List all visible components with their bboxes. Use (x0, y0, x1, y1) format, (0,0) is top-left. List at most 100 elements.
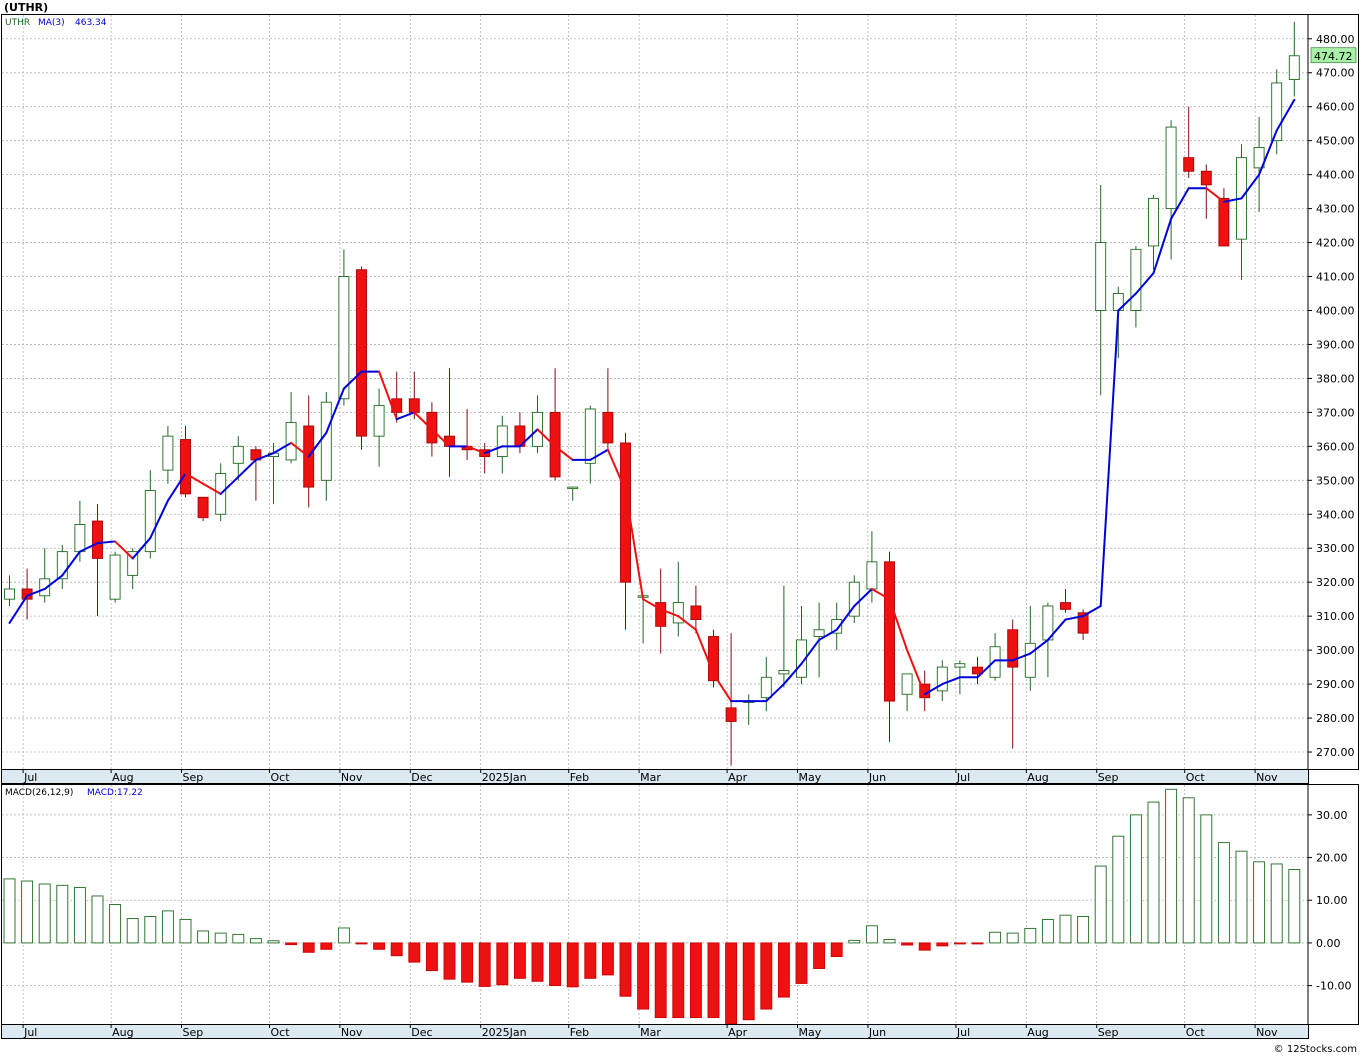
price-tick-label: 300.00 (1316, 644, 1355, 657)
macd-bar (989, 931, 1002, 944)
last-price-badge (1310, 47, 1357, 64)
candle-body (74, 524, 86, 553)
candle (285, 392, 297, 464)
macd-bar (1147, 801, 1160, 944)
macd-bar (531, 942, 544, 982)
macd-bar (496, 942, 509, 986)
ma-segment (26, 587, 46, 597)
macd-bar (637, 942, 650, 1010)
macd-bar (848, 939, 861, 944)
candle-body (92, 520, 103, 559)
candle (936, 660, 948, 702)
ma-segment (237, 458, 257, 478)
candle-body (1165, 126, 1177, 210)
candle (4, 575, 15, 606)
candle-body (901, 673, 913, 695)
macd-bar (285, 942, 298, 946)
price-panel (1, 14, 1359, 770)
price-tick-label: 350.00 (1316, 474, 1355, 487)
candle-body (285, 422, 297, 461)
ma-line (8, 98, 1296, 703)
macd-bar (337, 927, 350, 944)
ma-segment (430, 428, 451, 448)
macd-bar (619, 942, 632, 997)
ma-segment (835, 604, 856, 631)
candle-body (356, 269, 367, 437)
ma-segment (659, 608, 680, 618)
macd-bar (1112, 835, 1125, 944)
x-tick-label: Feb (570, 1026, 589, 1039)
candle-body (989, 646, 1001, 678)
ma-segment (202, 482, 222, 495)
candle (655, 568, 667, 654)
x-tick-label: Apr (728, 1026, 748, 1039)
ma-segment (818, 628, 838, 641)
candle (180, 425, 191, 498)
x-tick-label: Sep (183, 1026, 204, 1039)
ma-segment (1064, 615, 1085, 621)
candle (1130, 245, 1142, 328)
ma-segment (624, 489, 645, 601)
macd-bar (38, 883, 51, 944)
macd-bar (918, 942, 931, 951)
ma-segment (325, 387, 345, 434)
ma-segment (307, 431, 328, 458)
macd-tick-label: 20.00 (1316, 852, 1348, 865)
ma-segment (342, 370, 363, 390)
candle-body (831, 619, 843, 634)
price-tick-label: 460.00 (1316, 101, 1355, 114)
candle-body (162, 435, 174, 471)
candle-body (144, 490, 156, 553)
x-tick-label: Sep (183, 771, 204, 784)
candle (1148, 195, 1159, 270)
ma-segment (166, 472, 187, 502)
candle (760, 656, 772, 712)
x-tick-label: Jul (956, 1026, 970, 1039)
candle (584, 405, 596, 484)
x-tick-label: Jul (23, 771, 37, 784)
ma-segment (466, 445, 486, 455)
candle-body (1183, 157, 1195, 172)
macd-bar (1235, 850, 1248, 944)
candle-body (602, 411, 614, 444)
macd-bar (408, 942, 421, 963)
candle-body (1253, 147, 1265, 169)
macd-bar (725, 942, 738, 1025)
macd-bar (461, 942, 474, 983)
macd-bar (777, 942, 790, 998)
candle-body (1095, 242, 1107, 311)
x-tick-label: Sep (1098, 1026, 1119, 1039)
candle (989, 633, 1001, 681)
candle (831, 602, 843, 651)
candle-body (1200, 170, 1212, 186)
macd-bar (865, 925, 878, 944)
price-tick-label: 400.00 (1316, 304, 1355, 317)
candle (232, 436, 244, 481)
candle-body (1007, 629, 1019, 668)
candle (884, 551, 895, 742)
macd-bar (1041, 918, 1054, 944)
candle-body (620, 442, 631, 583)
macd-bar (1270, 863, 1283, 944)
ma-segment (518, 428, 539, 448)
macd-bar (584, 942, 597, 979)
macd-bar (707, 942, 720, 1019)
ma-segment (1170, 187, 1190, 220)
candle (972, 656, 983, 685)
ma-segment (1152, 217, 1173, 275)
candle-body (954, 663, 966, 668)
candle-body (4, 588, 15, 600)
candle-body (813, 629, 825, 637)
macd-bars (3, 788, 1301, 1025)
candle-body (197, 496, 209, 519)
candle (672, 561, 684, 637)
price-x-axis-labels: Jul Aug Sep Oct Nov Dec 2025Jan Feb Mar Apr May Jun… (22, 769, 1278, 784)
ma-segment (254, 452, 275, 461)
price-tick-label: 360.00 (1316, 440, 1355, 453)
ma-segment (78, 542, 99, 553)
macd-bar (1077, 916, 1090, 944)
macd-bar (355, 942, 368, 945)
x-tick-label: Oct (271, 771, 291, 784)
